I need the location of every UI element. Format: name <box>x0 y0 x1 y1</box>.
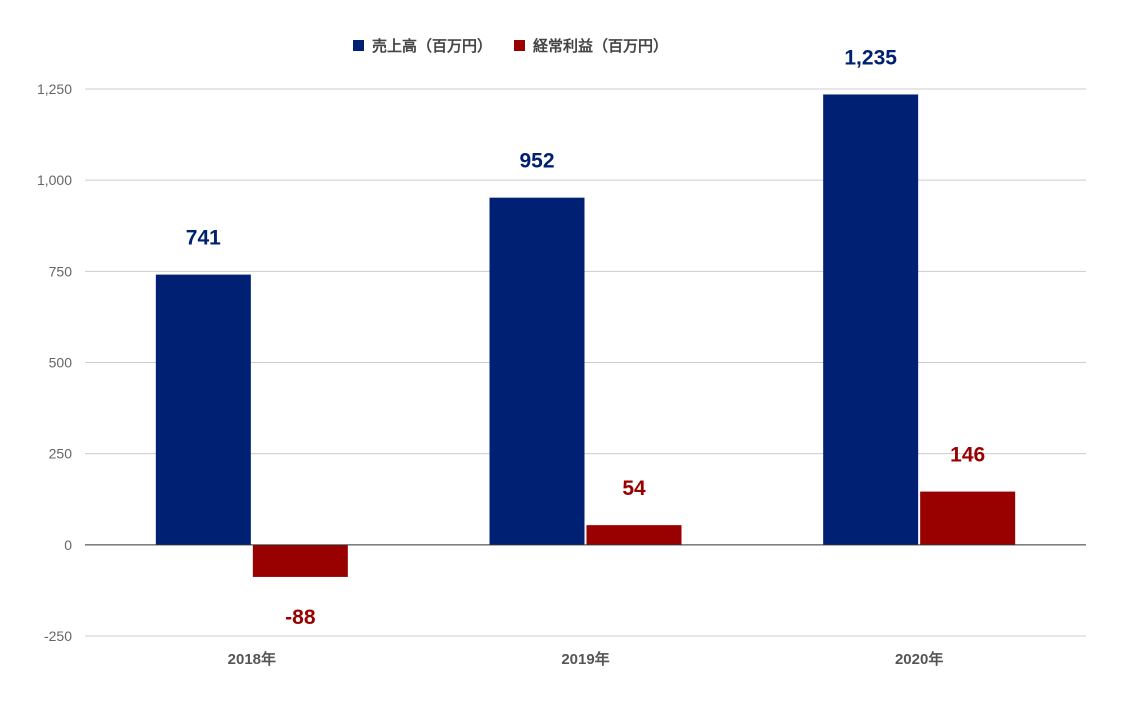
bars <box>155 94 1016 577</box>
data-label: 952 <box>519 150 554 173</box>
bar <box>155 274 251 545</box>
x-tick-label: 2020年 <box>895 650 943 668</box>
legend-swatch <box>514 40 525 51</box>
y-axis: -250 0 250 500 750 1,000 1,250 <box>37 81 72 644</box>
bar <box>252 544 348 577</box>
legend-label: 売上高（百万円） <box>372 37 492 55</box>
y-tick-label: 1,000 <box>37 172 72 188</box>
legend-label: 経常利益（百万円） <box>533 37 668 55</box>
bar <box>489 197 585 545</box>
data-label: -88 <box>285 606 316 629</box>
x-tick-label: 2019年 <box>561 650 609 668</box>
x-tick-label: 2018年 <box>228 650 276 668</box>
y-tick-label: -250 <box>44 628 72 644</box>
bar <box>586 525 682 545</box>
x-axis: 2018年 2019年 2020年 <box>228 650 944 668</box>
y-tick-label: 750 <box>49 263 73 279</box>
data-label: 54 <box>622 477 646 500</box>
legend: 売上高（百万円） 経常利益（百万円） <box>353 37 668 55</box>
bar <box>823 94 919 545</box>
y-tick-label: 500 <box>49 355 73 371</box>
data-labels: 741 -88 952 54 1,235 146 <box>186 46 985 628</box>
data-label: 146 <box>950 444 985 467</box>
data-label: 1,235 <box>844 46 897 69</box>
bar <box>920 491 1016 545</box>
y-tick-label: 250 <box>49 446 73 462</box>
legend-swatch <box>353 40 364 51</box>
gridlines <box>85 88 1086 637</box>
y-tick-label: 1,250 <box>37 81 72 97</box>
data-label: 741 <box>186 227 221 250</box>
y-tick-label: 0 <box>64 537 72 553</box>
